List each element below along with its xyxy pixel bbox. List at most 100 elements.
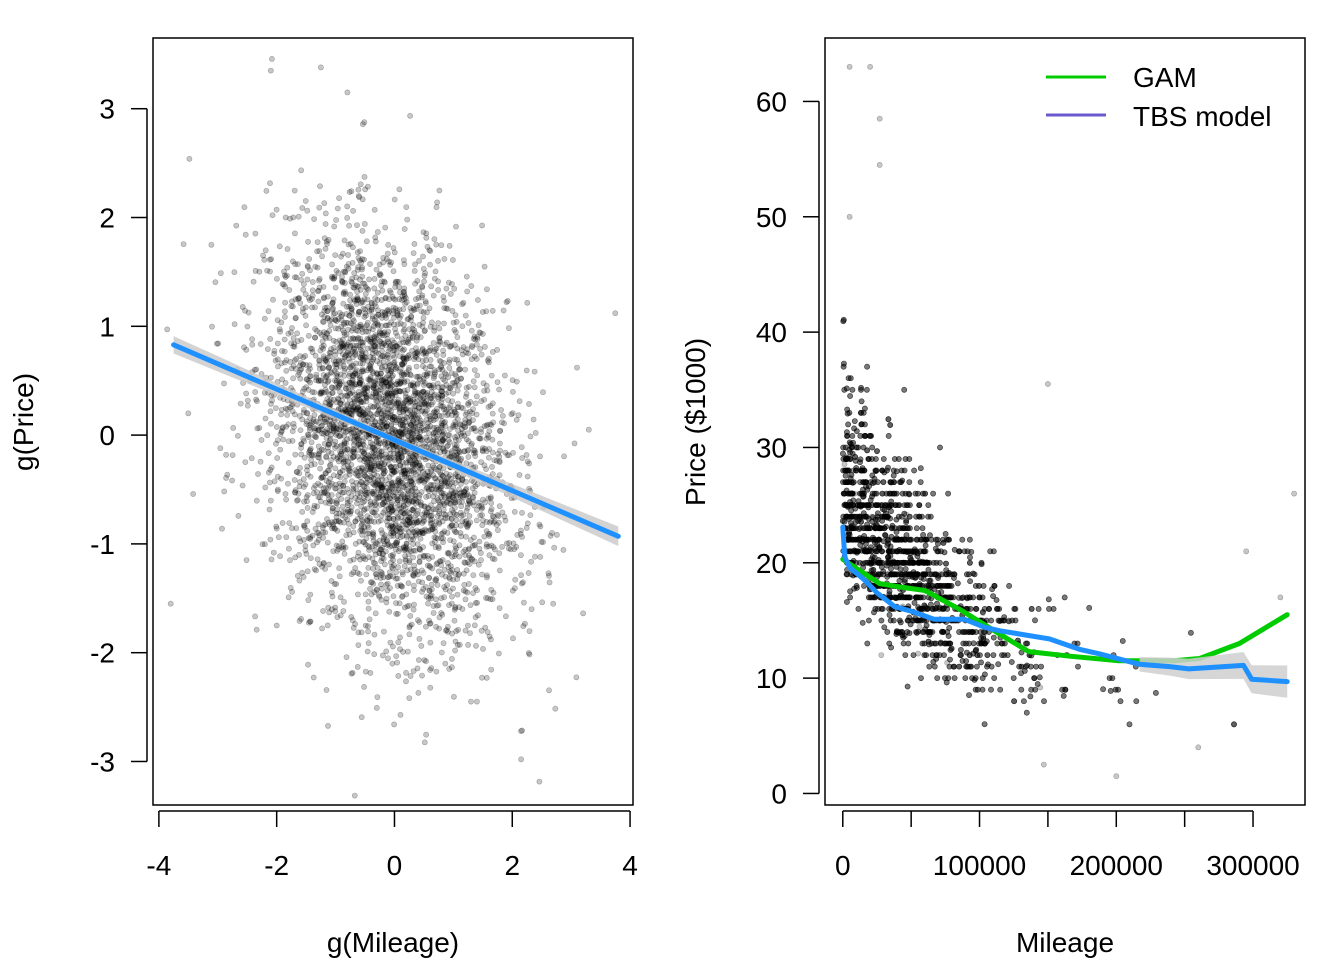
data-point — [386, 349, 391, 354]
data-point — [390, 373, 395, 378]
data-point — [388, 320, 393, 325]
data-point — [321, 354, 326, 359]
data-point — [254, 498, 259, 503]
data-point — [284, 497, 289, 502]
data-point — [490, 597, 495, 602]
data-point — [362, 174, 367, 179]
data-point — [409, 622, 414, 627]
data-point — [458, 523, 463, 528]
data-point — [254, 627, 259, 632]
data-point — [268, 336, 273, 341]
data-point — [455, 388, 460, 393]
data-point — [451, 423, 456, 428]
data-point — [484, 575, 489, 580]
data-point — [478, 346, 483, 351]
data-point — [238, 401, 243, 406]
data-point — [281, 282, 286, 287]
data-point — [372, 463, 377, 468]
data-point — [475, 297, 480, 302]
data-point — [280, 520, 285, 525]
data-point — [479, 572, 484, 577]
data-point — [554, 532, 559, 537]
data-point — [368, 580, 373, 585]
data-point — [338, 595, 343, 600]
data-point — [218, 271, 223, 276]
data-point — [315, 557, 320, 562]
data-point — [365, 346, 370, 351]
data-point — [427, 248, 432, 253]
data-point — [469, 441, 474, 446]
data-point — [240, 483, 245, 488]
data-point — [213, 280, 218, 285]
data-point — [255, 471, 260, 476]
data-point — [308, 556, 313, 561]
data-point — [574, 365, 579, 370]
data-point — [435, 582, 440, 587]
data-point — [321, 608, 326, 613]
data-point — [495, 528, 500, 533]
data-point — [419, 568, 424, 573]
data-point — [356, 187, 361, 192]
data-point — [497, 504, 502, 509]
data-point — [397, 635, 402, 640]
data-point — [469, 283, 474, 288]
data-point — [527, 461, 532, 466]
data-point — [325, 359, 330, 364]
data-point — [392, 543, 397, 548]
data-point — [412, 268, 417, 273]
data-point — [421, 266, 426, 271]
data-point — [500, 510, 505, 515]
data-point — [433, 476, 438, 481]
data-point — [387, 447, 392, 452]
data-point — [435, 258, 440, 263]
data-point — [525, 521, 530, 526]
data-point — [466, 498, 471, 503]
data-point — [299, 168, 304, 173]
data-point — [436, 603, 441, 608]
data-point — [473, 401, 478, 406]
data-point — [529, 607, 534, 612]
data-point — [502, 421, 507, 426]
data-point — [363, 669, 368, 674]
data-point — [348, 292, 353, 297]
data-point — [520, 728, 525, 733]
data-point — [424, 231, 429, 236]
data-point — [366, 287, 371, 292]
data-point — [397, 601, 402, 606]
data-point — [546, 688, 551, 693]
data-point — [376, 344, 381, 349]
y-tick-label: 2 — [99, 203, 115, 234]
data-point — [377, 262, 382, 267]
data-point — [285, 265, 290, 270]
data-point — [328, 323, 333, 328]
data-point — [334, 511, 339, 516]
data-point — [407, 451, 412, 456]
data-point — [390, 661, 395, 666]
data-point — [528, 513, 533, 518]
data-point — [447, 243, 452, 248]
data-point — [403, 407, 408, 412]
data-point — [425, 424, 430, 429]
data-point — [270, 213, 275, 218]
data-point — [484, 544, 489, 549]
data-point — [384, 649, 389, 654]
y-tick-label: -1 — [90, 529, 115, 560]
data-point — [381, 413, 386, 418]
data-point — [425, 601, 430, 606]
data-point — [464, 410, 469, 415]
data-point — [379, 513, 384, 518]
left-points — [165, 56, 618, 798]
data-point — [574, 675, 579, 680]
data-point — [490, 556, 495, 561]
data-point — [412, 567, 417, 572]
data-point — [436, 342, 441, 347]
data-point — [512, 509, 517, 514]
data-point — [384, 494, 389, 499]
data-point — [358, 457, 363, 462]
data-point — [311, 417, 316, 422]
data-point — [424, 477, 429, 482]
data-point — [378, 575, 383, 580]
data-point — [416, 357, 421, 362]
data-point — [434, 205, 439, 210]
data-point — [474, 518, 479, 523]
